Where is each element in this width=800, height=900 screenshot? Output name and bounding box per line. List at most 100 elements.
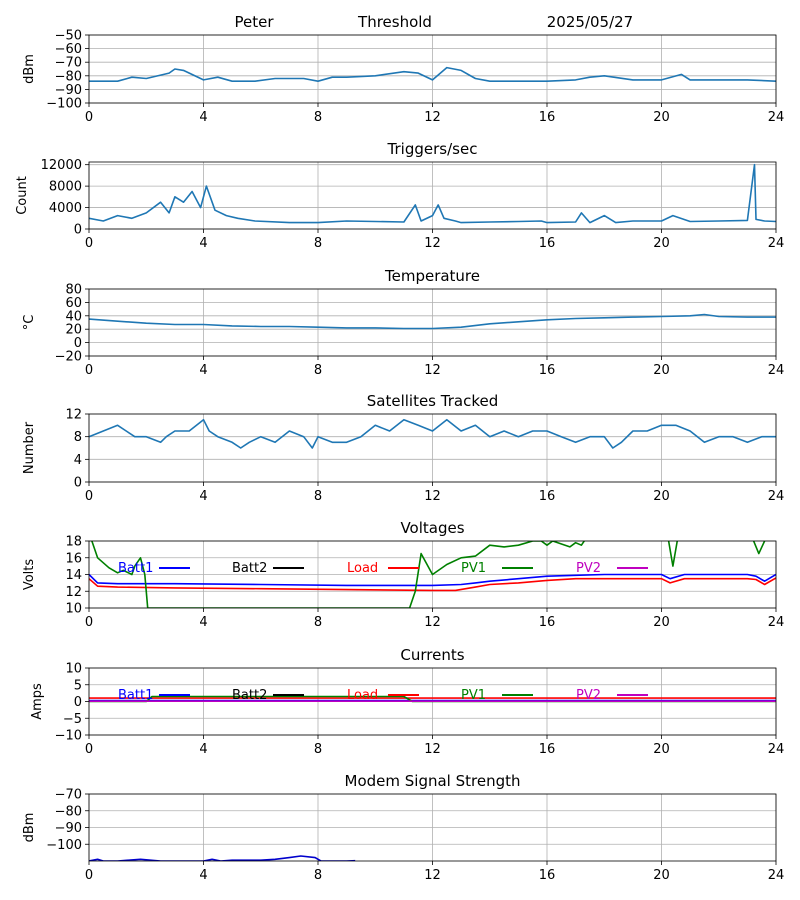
x-tick-label: 0 bbox=[85, 868, 93, 883]
series-line bbox=[91, 541, 766, 608]
x-tick-label: 4 bbox=[199, 489, 207, 504]
y-tick-label: −10 bbox=[55, 729, 82, 744]
x-tick-label: 16 bbox=[539, 615, 556, 630]
y-tick-label: −90 bbox=[55, 83, 82, 98]
y-tick-label: 10 bbox=[65, 662, 82, 677]
y-tick-label: 4 bbox=[74, 453, 82, 468]
x-tick-label: 0 bbox=[85, 363, 93, 378]
y-tick-label: 0 bbox=[74, 695, 82, 710]
x-tick-label: 8 bbox=[314, 110, 322, 125]
y-axis-label: Number bbox=[22, 421, 37, 474]
legend-label: Batt2 bbox=[232, 561, 267, 576]
y-tick-label: 10 bbox=[65, 602, 82, 617]
y-axis-label: °C bbox=[22, 315, 37, 331]
legend-label: Batt1 bbox=[118, 561, 153, 576]
y-tick-label: 5 bbox=[74, 678, 82, 693]
x-tick-label: 8 bbox=[314, 742, 322, 757]
series-line bbox=[89, 313, 776, 330]
legend-label: PV1 bbox=[461, 688, 486, 703]
x-tick-label: 12 bbox=[424, 615, 441, 630]
x-tick-label: 0 bbox=[85, 615, 93, 630]
legend-label: PV1 bbox=[461, 561, 486, 576]
x-tick-label: 0 bbox=[85, 110, 93, 125]
y-tick-label: −80 bbox=[55, 804, 82, 819]
y-tick-label: 8 bbox=[74, 430, 82, 445]
header-date: 2025/05/27 bbox=[547, 13, 633, 31]
x-tick-label: 16 bbox=[539, 363, 556, 378]
legend-label: Batt1 bbox=[118, 688, 153, 703]
y-tick-label: −70 bbox=[55, 788, 82, 803]
y-tick-label: 12000 bbox=[41, 158, 82, 173]
y-tick-label: −5 bbox=[63, 712, 82, 727]
chart-title: Satellites Tracked bbox=[367, 392, 498, 410]
y-tick-label: 60 bbox=[65, 296, 82, 311]
x-tick-label: 4 bbox=[199, 236, 207, 251]
y-tick-label: 12 bbox=[65, 585, 82, 600]
x-tick-label: 24 bbox=[768, 868, 785, 883]
chart-panel: 0 4 8 12 16 20 24 −100 −90 −80−70 Modem Signal Str… bbox=[22, 772, 784, 883]
legend-label: Batt2 bbox=[232, 688, 267, 703]
y-tick-label: 40 bbox=[65, 309, 82, 324]
x-tick-label: 16 bbox=[539, 742, 556, 757]
y-axis-label: Amps bbox=[30, 683, 45, 720]
y-tick-label: −50 bbox=[55, 29, 82, 44]
x-tick-label: 4 bbox=[199, 363, 207, 378]
header-mode: Threshold bbox=[357, 13, 432, 31]
y-tick-label: 0 bbox=[74, 336, 82, 351]
x-tick-label: 20 bbox=[653, 489, 670, 504]
x-tick-label: 16 bbox=[539, 110, 556, 125]
x-tick-label: 24 bbox=[768, 236, 785, 251]
x-tick-label: 4 bbox=[199, 615, 207, 630]
x-tick-label: 12 bbox=[424, 363, 441, 378]
x-tick-label: 16 bbox=[539, 489, 556, 504]
series-line bbox=[89, 855, 356, 861]
legend-label: Load bbox=[347, 561, 378, 576]
series-line bbox=[89, 66, 776, 82]
x-tick-label: 8 bbox=[314, 868, 322, 883]
x-tick-label: 8 bbox=[314, 236, 322, 251]
series-line bbox=[89, 577, 776, 592]
chart-panel: 0 4 8 12 16 20 24 −100−90−80−70−60−50 dBm bbox=[22, 29, 784, 126]
y-axis-label: Count bbox=[15, 176, 30, 215]
x-tick-label: 0 bbox=[85, 742, 93, 757]
y-tick-label: 14 bbox=[65, 568, 82, 583]
x-tick-label: 20 bbox=[653, 615, 670, 630]
x-tick-label: 0 bbox=[85, 236, 93, 251]
series-line bbox=[89, 418, 776, 449]
x-tick-label: 12 bbox=[424, 236, 441, 251]
x-tick-label: 12 bbox=[424, 489, 441, 504]
y-tick-label: −90 bbox=[55, 821, 82, 836]
y-tick-label: −20 bbox=[55, 350, 82, 365]
x-tick-label: 24 bbox=[768, 489, 785, 504]
y-tick-label: 0 bbox=[74, 476, 82, 491]
legend-label: Load bbox=[347, 688, 378, 703]
y-axis-label: dBm bbox=[22, 813, 37, 843]
y-tick-label: 8000 bbox=[49, 180, 82, 195]
y-tick-label: −80 bbox=[55, 69, 82, 84]
x-tick-label: 20 bbox=[653, 742, 670, 757]
y-tick-label: 20 bbox=[65, 323, 82, 338]
x-tick-label: 24 bbox=[768, 742, 785, 757]
chart-title: Triggers/sec bbox=[387, 140, 478, 158]
legend-label: PV2 bbox=[576, 688, 601, 703]
x-tick-label: 12 bbox=[424, 868, 441, 883]
x-tick-label: 16 bbox=[539, 236, 556, 251]
x-tick-label: 24 bbox=[768, 363, 785, 378]
series-line bbox=[89, 163, 776, 224]
y-tick-label: −70 bbox=[55, 56, 82, 71]
x-tick-label: 12 bbox=[424, 742, 441, 757]
y-tick-label: −60 bbox=[55, 42, 82, 57]
x-tick-label: 8 bbox=[314, 615, 322, 630]
x-tick-label: 20 bbox=[653, 868, 670, 883]
chart-title: Temperature bbox=[384, 267, 480, 285]
y-tick-label: 18 bbox=[65, 535, 82, 550]
y-tick-label: 16 bbox=[65, 551, 82, 566]
x-tick-label: 12 bbox=[424, 110, 441, 125]
chart-title: Voltages bbox=[400, 519, 464, 537]
figure-header: Peter Threshold 2025/05/27 bbox=[234, 13, 633, 31]
y-tick-label: 12 bbox=[65, 408, 82, 423]
